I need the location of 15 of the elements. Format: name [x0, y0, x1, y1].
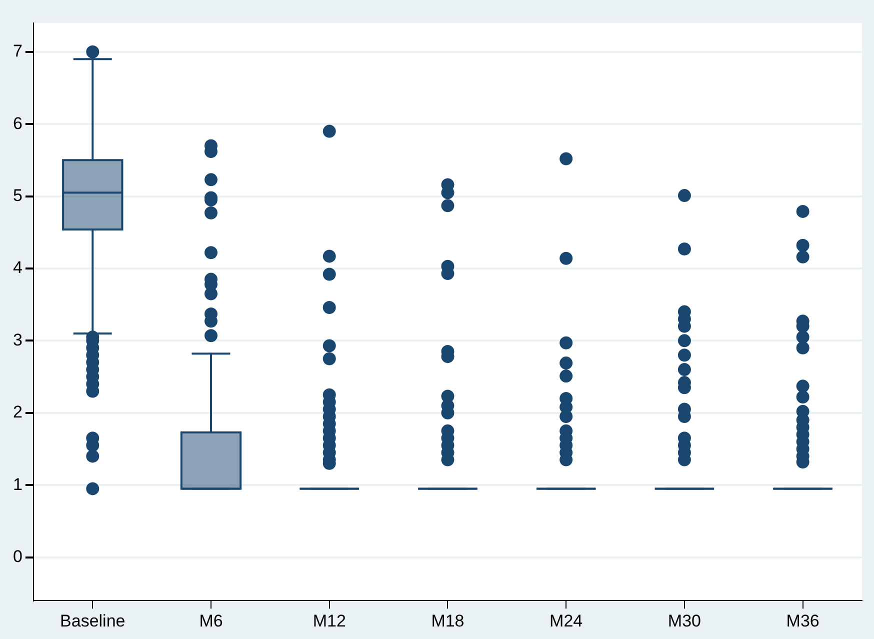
x-tick-label: Baseline: [60, 611, 126, 630]
y-tick-label: 4: [12, 258, 22, 278]
y-tick-label: 7: [12, 42, 22, 61]
y-tick-label: 6: [12, 114, 22, 133]
y-tick-label: 5: [12, 186, 22, 205]
y-tick-label: 2: [12, 402, 22, 422]
x-tick-label: M18: [431, 611, 464, 630]
x-tick-label: M36: [786, 611, 820, 630]
y-tick-label: 0: [12, 546, 22, 566]
x-tick-label: M6: [199, 611, 223, 630]
x-tick-label: M24: [550, 611, 583, 630]
y-tick-label: 3: [12, 330, 22, 350]
x-tick-label: M12: [312, 611, 346, 630]
x-tick-label: M30: [668, 611, 701, 630]
y-tick-label: 1: [12, 474, 22, 494]
